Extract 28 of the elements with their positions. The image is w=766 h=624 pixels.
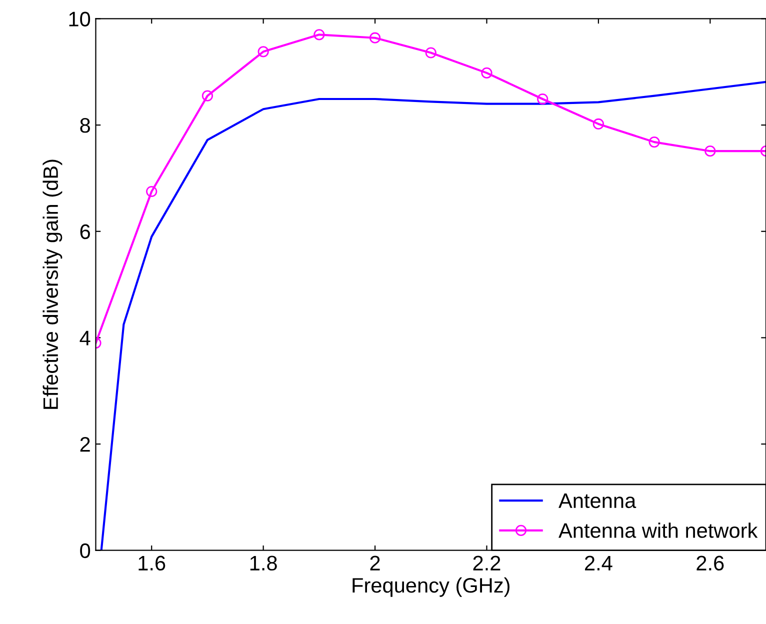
point	[425, 47, 436, 58]
point	[592, 118, 604, 130]
point	[481, 67, 492, 79]
y-tick-label: 2	[80, 437, 90, 452]
point	[648, 136, 660, 148]
y-tick-label: 8	[80, 118, 90, 133]
x-tick-label: 2.2	[473, 556, 500, 570]
point	[537, 93, 548, 105]
point	[369, 32, 381, 44]
x-tick-label: 1.8	[250, 556, 277, 571]
legend-label: Antenna with network	[558, 522, 758, 538]
y-tick-label: 6	[80, 224, 90, 240]
point	[146, 186, 158, 198]
x-tick-label: 2.6	[696, 556, 724, 571]
y-axis-title: Effective diversity gain (dB)	[42, 160, 62, 409]
point	[704, 146, 716, 157]
legend-label: Antenna	[558, 494, 636, 508]
y-tick-label: 10	[69, 12, 90, 26]
point	[202, 90, 214, 102]
line-series	[100, 80, 766, 550]
y-tick-label: 0	[80, 543, 90, 558]
x-tick-label: 1.6	[138, 556, 166, 571]
point	[258, 46, 269, 58]
x-axis-title: Frequency (GHz)	[352, 577, 510, 597]
x-tick-label: 2.4	[585, 556, 612, 570]
x-tick-label: 2	[370, 556, 380, 570]
point	[314, 29, 325, 40]
y-tick-label: 4	[80, 330, 90, 346]
